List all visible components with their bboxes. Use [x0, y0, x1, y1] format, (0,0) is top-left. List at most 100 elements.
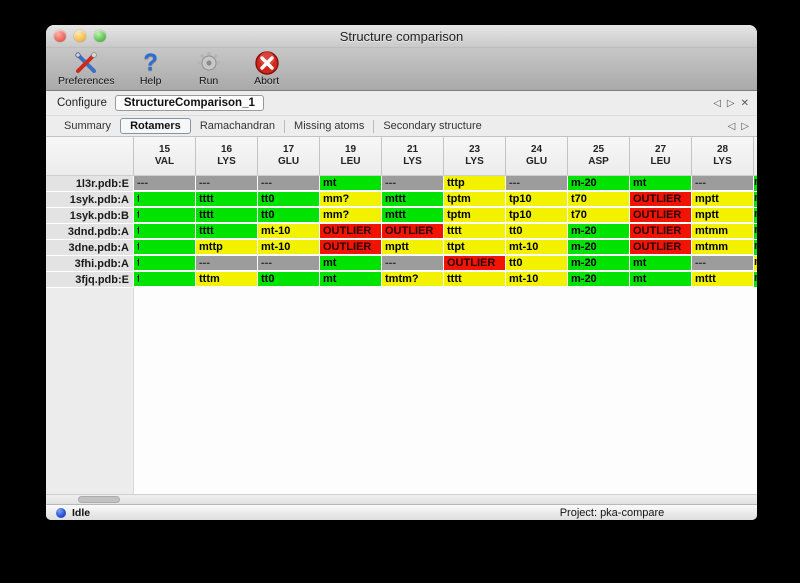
column-header-15[interactable]: 15 VAL [134, 137, 196, 175]
rotamer-cell[interactable]: tttt [444, 272, 505, 287]
configure-name-field[interactable]: StructureComparison_1 [114, 95, 264, 111]
rotamer-cell[interactable]: --- [692, 176, 753, 191]
rotamer-cell[interactable]: tmtm? [382, 272, 443, 287]
rotamer-cell[interactable]: m-20 [568, 256, 629, 271]
column-header-19[interactable]: 19 LEU [320, 137, 382, 175]
row-label[interactable]: 3fhi.pdb:A [46, 256, 133, 272]
abort-button[interactable]: Abort [241, 49, 293, 87]
row-label[interactable]: 1syk.pdb:B [46, 208, 133, 224]
run-button[interactable]: Run [183, 49, 235, 87]
rotamer-cell[interactable]: m-20 [568, 272, 629, 287]
rotamer-cell[interactable]: mt [630, 256, 691, 271]
column-header-27[interactable]: 27 LEU [630, 137, 692, 175]
rotamer-cell[interactable]: tp10 [506, 192, 567, 207]
rotamer-cell[interactable]: t70 [568, 192, 629, 207]
prev-tab-icon[interactable]: ◁ [727, 120, 736, 132]
rotamer-cell[interactable]: tt0 [506, 256, 567, 271]
rotamer-cell[interactable]: mptt [692, 208, 753, 223]
tab-secondary-structure[interactable]: Secondary structure [383, 120, 482, 132]
next-config-icon[interactable]: ▷ [726, 97, 735, 109]
rotamer-cell[interactable]: OUTLIER [382, 224, 443, 239]
rotamer-cell[interactable]: mt [630, 176, 691, 191]
scrollbar-thumb[interactable] [78, 496, 120, 503]
zoom-window-icon[interactable] [94, 30, 106, 42]
column-header-25[interactable]: 25 ASP [568, 137, 630, 175]
row-label[interactable]: 1l3r.pdb:E [46, 176, 133, 192]
rotamer-cell[interactable]: mptt [692, 192, 753, 207]
rotamer-cell[interactable]: tt0 [506, 224, 567, 239]
rotamer-cell[interactable]: OUTLIER [630, 240, 691, 255]
rotamer-cell[interactable]: tptm [444, 208, 505, 223]
rotamer-cell[interactable]: mttt [382, 208, 443, 223]
rotamer-cell[interactable]: mt [320, 256, 381, 271]
rotamer-cell[interactable]: mtmm [692, 224, 753, 239]
rotamer-cell[interactable]: OUTLIER [630, 192, 691, 207]
rotamer-cell[interactable]: tttt [444, 224, 505, 239]
rotamer-cell[interactable]: mt [320, 272, 381, 287]
tab-missing-atoms[interactable]: Missing atoms [294, 120, 365, 132]
rotamer-cell[interactable]: OUTLIER [630, 208, 691, 223]
rotamer-cell[interactable]: mttt [692, 272, 753, 287]
tab-summary[interactable]: Summary [64, 120, 112, 132]
rotamer-cell[interactable]: tp10 [506, 208, 567, 223]
rotamer-cell[interactable]: m-20 [568, 240, 629, 255]
rotamer-cell[interactable]: tptm [444, 192, 505, 207]
rotamer-cell[interactable]: t [134, 208, 195, 223]
close-config-icon[interactable]: ✕ [740, 97, 749, 109]
rotamer-cell[interactable]: --- [692, 256, 753, 271]
rotamer-cell[interactable]: tt0 [258, 272, 319, 287]
prev-config-icon[interactable]: ◁ [713, 97, 721, 109]
rotamer-cell[interactable]: mt-10 [258, 240, 319, 255]
rotamer-cell[interactable]: t [134, 224, 195, 239]
rotamer-cell[interactable]: m-20 [568, 224, 629, 239]
row-label[interactable]: 3fjq.pdb:E [46, 272, 133, 288]
rotamer-cell[interactable]: --- [134, 176, 195, 191]
rotamer-cell[interactable]: --- [506, 176, 567, 191]
rotamer-cell[interactable]: m-20 [568, 176, 629, 191]
rotamer-cell[interactable]: ttpt [444, 240, 505, 255]
rotamer-cell[interactable]: mt-10 [258, 224, 319, 239]
row-label[interactable]: 3dne.pdb:A [46, 240, 133, 256]
next-tab-icon[interactable]: ▷ [741, 120, 749, 132]
rotamer-cell[interactable]: --- [382, 176, 443, 191]
rotamer-cell[interactable]: mt-10 [506, 272, 567, 287]
minimize-window-icon[interactable] [74, 30, 86, 42]
horizontal-scrollbar[interactable] [46, 494, 757, 504]
rotamer-cell[interactable]: mt [320, 176, 381, 191]
rotamer-cell[interactable]: --- [258, 256, 319, 271]
rotamer-cell[interactable]: OUTLIER [320, 240, 381, 255]
rotamer-cell[interactable]: tttt [196, 208, 257, 223]
row-label[interactable]: 3dnd.pdb:A [46, 224, 133, 240]
rotamer-cell[interactable]: --- [382, 256, 443, 271]
rotamer-cell[interactable]: t [134, 272, 195, 287]
close-window-icon[interactable] [54, 30, 66, 42]
rotamer-cell[interactable]: mptt [382, 240, 443, 255]
rotamer-cell[interactable]: tt0 [258, 208, 319, 223]
rotamer-cell[interactable]: t [134, 192, 195, 207]
rotamer-cell[interactable]: tttt [196, 192, 257, 207]
column-header-23[interactable]: 23 LYS [444, 137, 506, 175]
rotamer-cell[interactable]: tt0 [258, 192, 319, 207]
rotamer-cell[interactable]: --- [196, 176, 257, 191]
rotamer-cell[interactable]: mttt [382, 192, 443, 207]
rotamer-cell[interactable]: --- [196, 256, 257, 271]
help-button[interactable]: ? Help [125, 49, 177, 88]
rotamer-cell[interactable]: OUTLIER [630, 224, 691, 239]
rotamer-cell[interactable]: OUTLIER [444, 256, 505, 271]
rotamer-cell[interactable]: tttt [196, 224, 257, 239]
rotamer-cell[interactable]: tttm [196, 272, 257, 287]
rotamer-cell[interactable]: tttp [444, 176, 505, 191]
title-bar[interactable]: Structure comparison [46, 25, 757, 48]
row-label[interactable]: 1syk.pdb:A [46, 192, 133, 208]
rotamer-cell[interactable]: t [134, 240, 195, 255]
tab-rotamers[interactable]: Rotamers [120, 118, 191, 134]
rotamer-cell[interactable]: t [134, 256, 195, 271]
column-header-28[interactable]: 28 LYS [692, 137, 754, 175]
column-header-21[interactable]: 21 LYS [382, 137, 444, 175]
preferences-button[interactable]: Preferences [54, 49, 119, 87]
rotamer-cell[interactable]: mt-10 [506, 240, 567, 255]
rotamer-cell[interactable]: t70 [568, 208, 629, 223]
rotamer-cell[interactable]: mm? [320, 208, 381, 223]
rotamer-cell[interactable]: mm? [320, 192, 381, 207]
column-header-17[interactable]: 17 GLU [258, 137, 320, 175]
